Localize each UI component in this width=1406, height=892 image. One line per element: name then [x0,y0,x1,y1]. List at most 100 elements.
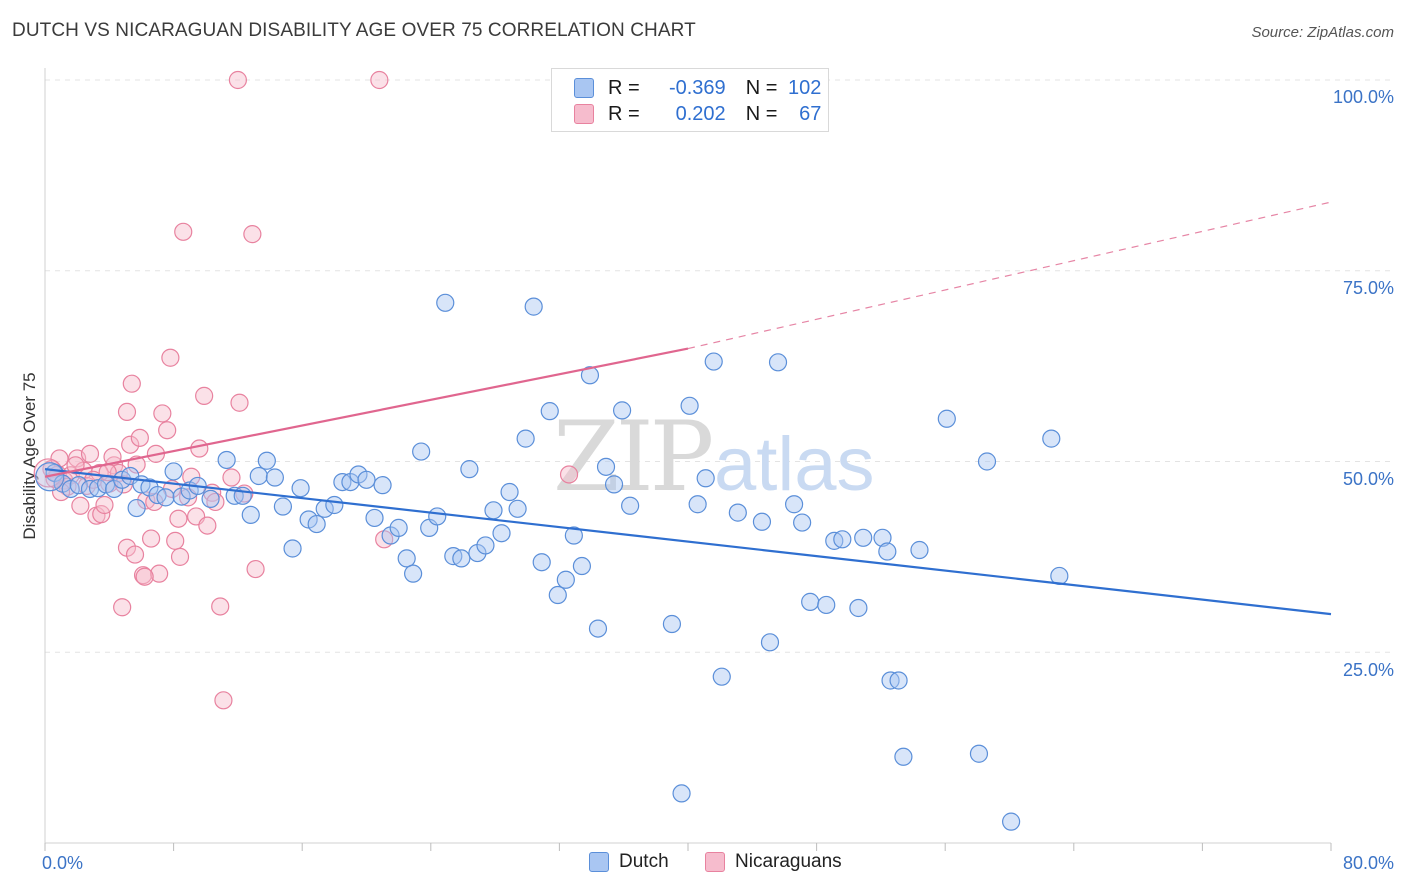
nicaraguans-point [80,444,100,463]
nicaraguans-swatch [574,104,594,124]
dutch-point [768,353,788,372]
dutch-point [492,524,511,543]
y-tick-label-100: 100.0% [1332,87,1394,107]
nicaraguans-point [161,348,180,367]
dutch-point [704,352,723,371]
dutch-point [564,526,583,545]
dutch-point [878,542,897,561]
watermark-zip: ZIP [553,401,712,513]
gridlines [45,79,1392,653]
dutch-point [436,293,455,312]
legend-n-label: N = [745,102,778,125]
dutch-point [728,503,747,522]
nicaraguans-point [222,468,241,487]
dutch-point [889,671,908,690]
nicaraguans-point [370,70,389,90]
nicaraguans-point [169,509,188,528]
nicaraguans-point [243,225,262,244]
dutch-point [460,460,479,479]
nicaraguans-point [153,404,172,423]
dutch-point [283,539,302,558]
dutch-point [69,476,88,495]
legend-r-label: R = [608,76,640,99]
legend-n-label: N = [745,76,778,99]
dutch-point [428,507,447,526]
dutch-point [452,549,471,568]
nicaraguans-trend-extension [687,201,1332,350]
dutch-point [389,518,408,537]
bottom-legend-nicaraguans: Nicaraguans [705,851,842,873]
dutch-point [307,514,326,534]
nicaraguans-point [211,597,230,616]
nicaraguans-point [246,559,265,579]
dutch-point [854,528,873,547]
nicaraguans-legend-label: Nicaraguans [735,851,842,872]
nicaraguans-point [228,70,247,90]
nicaraguans-point [135,567,154,586]
watermark: ZIP atlas [553,401,875,513]
dutch-point [241,505,260,525]
dutch-point [580,366,600,385]
dutch-point [556,570,575,589]
nicaraguans-r-value: 0.202 [675,102,726,125]
nicaraguans-point [122,374,141,393]
y-tick-label-50: 50.0% [1342,469,1394,489]
dutch-point [752,512,772,531]
dutch-point [801,592,820,611]
dutch-point [540,402,559,421]
dutch-point [249,466,268,486]
nicaraguans-point [559,465,579,484]
nicaraguans-point [95,495,114,515]
nicaraguans-points [33,70,579,710]
dutch-point [201,489,220,508]
nicaraguans-point [230,393,249,412]
dutch-point [817,595,836,615]
nicaraguans-point [170,547,190,566]
dutch-legend-label: Dutch [619,851,669,872]
nicaraguans-point [195,386,214,405]
dutch-point [894,747,913,766]
nicaraguans-point [190,439,209,458]
nicaraguans-point [71,496,90,515]
dutch-point [476,536,495,555]
dutch-point [357,470,376,489]
nicaraguans-point [158,421,177,440]
dutch-point [849,598,868,618]
dutch-point [516,429,535,448]
dutch-point [977,452,997,471]
dutch-point [373,476,392,495]
dutch-point [484,501,503,520]
legend-row-nicaraguans: R = 0.202 N = 67 [574,101,821,127]
dutch-point [662,614,682,634]
nicaraguans-point [117,402,137,422]
x-tick-label-0: 0.0% [42,853,84,873]
nicaraguans-point [174,222,193,241]
dutch-point [680,396,699,415]
nicaraguans-point [121,435,140,454]
nicaraguans-point [166,531,185,550]
dutch-point [365,508,384,528]
dutch-n-value: 102 [788,76,822,99]
axes [44,68,1332,851]
dutch-point [156,488,175,507]
dutch-point [1002,812,1021,831]
dutch-point [127,498,146,518]
dutch-point [612,401,632,420]
dutch-point [265,468,284,487]
dutch-point [257,451,276,470]
nicaraguans-point [113,598,132,617]
x-tick-label-80: 80.0% [1342,853,1394,873]
dutch-point [412,442,431,461]
dutch-point [793,513,812,532]
dutch-trend-line [44,468,1332,616]
nicaraguans-trend-line [44,347,689,478]
dutch-point [760,633,780,652]
chart-title: DUTCH VS NICARAGUAN DISABILITY AGE OVER … [12,20,696,41]
dutch-point [524,297,543,316]
dutch-point [325,495,344,515]
dutch-point [969,744,989,763]
legend-r-label: R = [608,102,640,125]
dutch-point [937,409,956,428]
dutch-point [273,497,293,516]
